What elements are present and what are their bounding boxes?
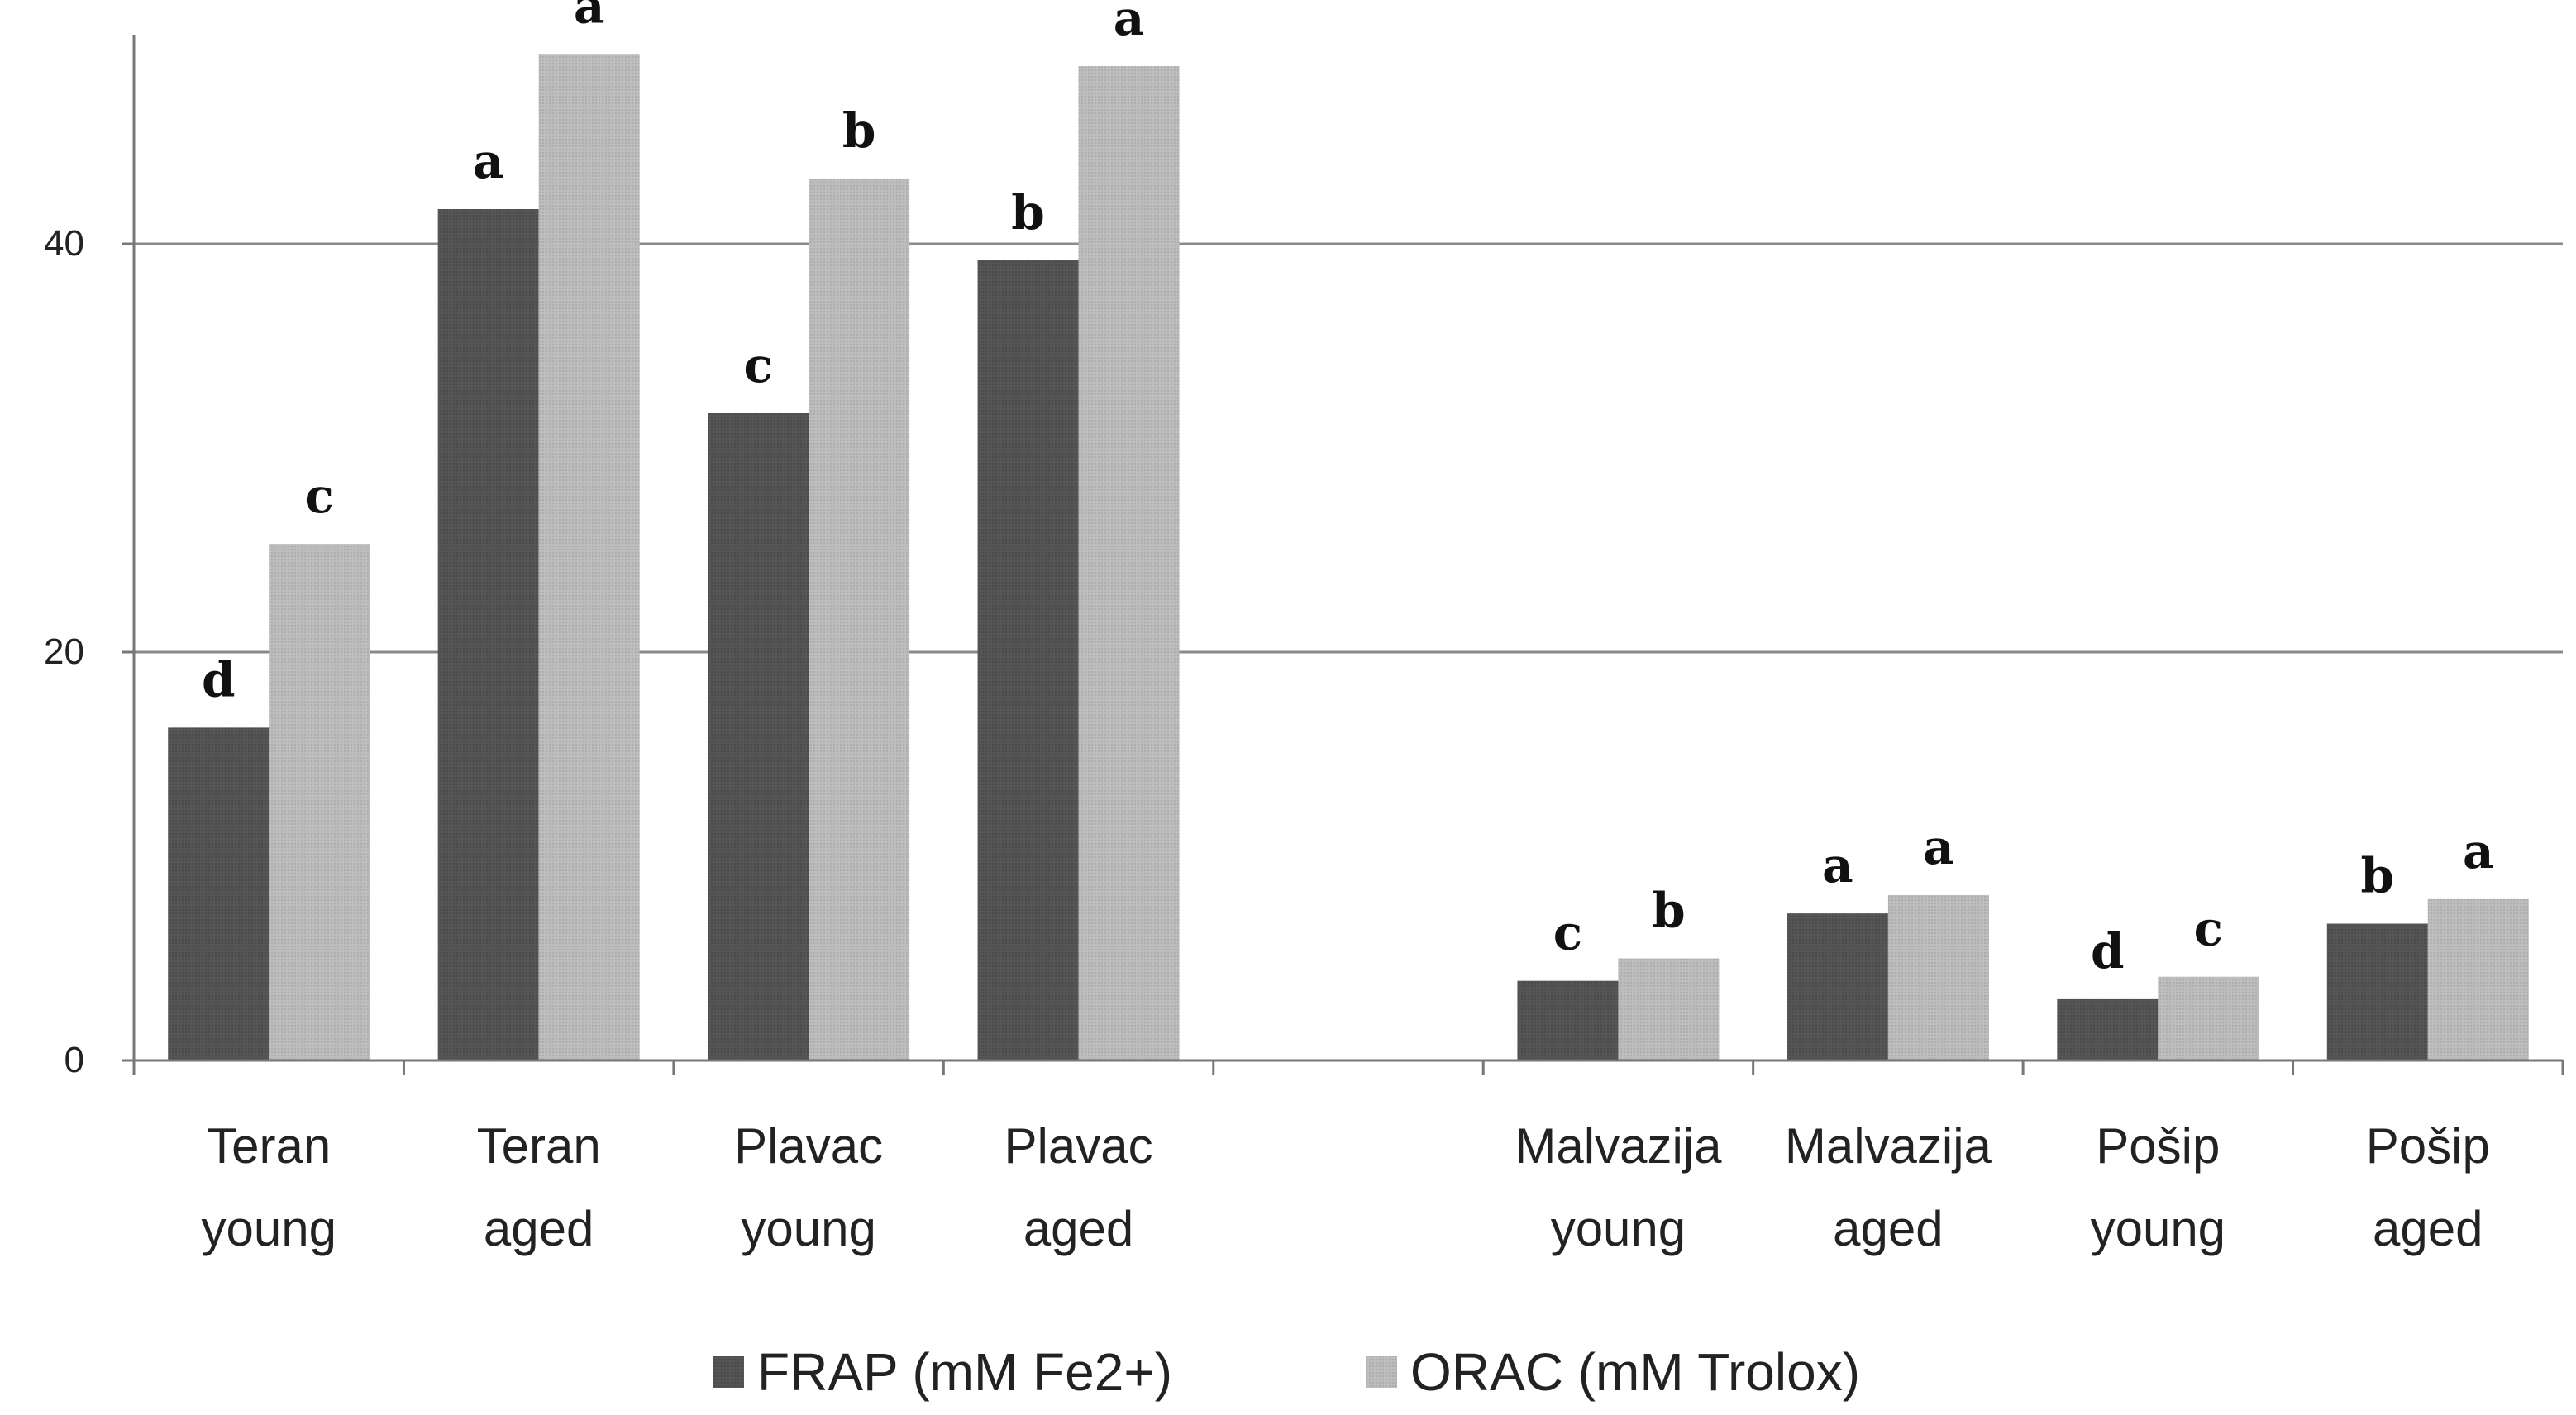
significance-letter: c: [1553, 905, 1582, 961]
x-category-label: young: [201, 1201, 336, 1256]
orac-bar: [2158, 976, 2259, 1060]
x-category-label: Plavac: [734, 1118, 883, 1174]
x-category-label: Pošip: [2096, 1118, 2220, 1174]
significance-letter: c: [743, 337, 772, 393]
x-category-label: aged: [1023, 1201, 1133, 1256]
frap-bar: [437, 209, 539, 1060]
orac-legend-label: ORAC (mM Trolox): [1410, 1342, 1860, 1402]
orac-bar: [538, 54, 640, 1060]
legend: FRAP (mM Fe2+) ORAC (mM Trolox): [713, 1342, 1860, 1402]
bars: [168, 54, 2529, 1061]
x-category-label: aged: [484, 1201, 594, 1256]
significance-letter: a: [574, 0, 605, 34]
x-category-label: young: [2091, 1201, 2225, 1256]
orac-legend-swatch: [1366, 1356, 1397, 1388]
significance-letter: d: [202, 651, 236, 708]
frap-bar: [977, 260, 1079, 1060]
axes: [122, 35, 2564, 1075]
frap-bar: [168, 727, 270, 1060]
orac-bar: [2427, 898, 2529, 1060]
significance-letter: a: [1114, 0, 1145, 46]
significance-letter: a: [473, 133, 504, 189]
orac-bar: [1078, 66, 1180, 1061]
orac-bar: [1618, 958, 1720, 1060]
significance-letter: a: [1822, 837, 1853, 893]
y-tick-label: 0: [64, 1040, 84, 1080]
frap-bar: [1517, 980, 1619, 1060]
significance-letter: b: [1011, 184, 1045, 241]
x-category-label: Plavac: [1004, 1118, 1153, 1174]
x-category-label: young: [741, 1201, 875, 1256]
x-category-label: Teran: [477, 1118, 601, 1174]
frap-bar: [2057, 998, 2159, 1060]
significance-letter: a: [1923, 819, 1954, 875]
frap-bar: [2326, 923, 2428, 1060]
x-category-label: aged: [2373, 1201, 2483, 1256]
significance-letter: a: [2463, 823, 2494, 879]
x-category-label: Malvazija: [1785, 1118, 1992, 1174]
x-category-label: aged: [1833, 1201, 1943, 1256]
significance-letter: b: [2360, 848, 2394, 904]
orac-bar: [1887, 894, 1989, 1060]
x-category-label: Teran: [207, 1118, 331, 1174]
frap-legend-swatch: [713, 1356, 744, 1388]
orac-bar: [269, 544, 370, 1060]
frap-legend-label: FRAP (mM Fe2+): [757, 1342, 1172, 1402]
significance-letter: d: [2091, 923, 2125, 979]
frap-bar: [708, 413, 809, 1060]
labels: 0 20 40 d a c b c a d b c a b a b a c a Teran young Teran aged…: [44, 0, 2494, 1256]
significance-letter: b: [842, 102, 876, 159]
significance-letter: b: [1652, 883, 1686, 939]
significance-letter: c: [305, 468, 334, 524]
orac-bar: [809, 178, 910, 1061]
y-tick-label: 40: [44, 223, 84, 264]
x-category-label: Malvazija: [1515, 1118, 1722, 1174]
y-tick-label: 20: [44, 631, 84, 672]
x-category-label: Pošip: [2366, 1118, 2490, 1174]
x-category-label: young: [1551, 1201, 1686, 1256]
frap-bar: [1787, 913, 1888, 1060]
significance-letter: c: [2194, 901, 2223, 957]
